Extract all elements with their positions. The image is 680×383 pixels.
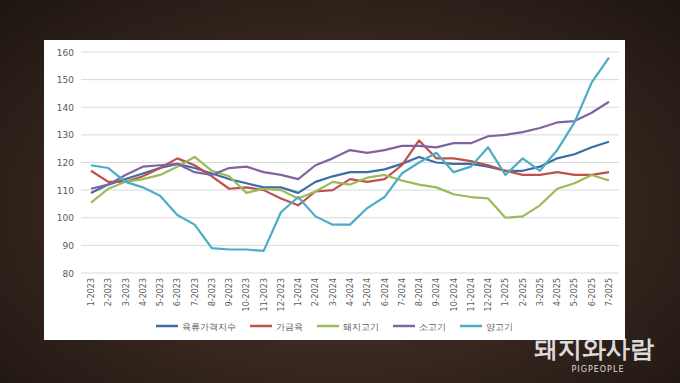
x-tick-label: 5-2024 xyxy=(363,278,372,306)
legend-swatch xyxy=(393,325,415,328)
watermark: 돼지와사람 xyxy=(534,335,654,363)
lines xyxy=(91,58,609,251)
x-tick-label: 7-2024 xyxy=(398,278,407,306)
legend-swatch xyxy=(156,325,178,328)
x-tick-label: 1-2023 xyxy=(87,278,96,306)
x-tick-label: 12-2023 xyxy=(277,278,286,311)
grid-line xyxy=(81,52,619,53)
y-tick-label: 160 xyxy=(57,48,74,58)
y-tick-label: 120 xyxy=(57,158,74,168)
x-tick-label: 3-2025 xyxy=(536,278,545,306)
grid-line xyxy=(81,273,619,274)
x-tick-label: 10-2024 xyxy=(450,278,459,311)
y-tick-label: 90 xyxy=(63,241,75,251)
x-tick-label: 12-2024 xyxy=(484,278,493,311)
legend-swatch xyxy=(317,325,339,328)
x-tick-label: 4-2025 xyxy=(553,278,562,306)
chart-panel xyxy=(44,40,625,340)
x-tick-label: 5-2023 xyxy=(156,278,165,306)
grid-line xyxy=(81,134,619,135)
x-tick-label: 3-2024 xyxy=(329,278,338,306)
y-tick-label: 80 xyxy=(63,269,75,279)
y-tick-label: 130 xyxy=(57,130,74,140)
x-tick-label: 6-2024 xyxy=(381,278,390,306)
x-tick-label: 6-2023 xyxy=(173,278,182,306)
legend-swatch xyxy=(250,325,272,328)
x-tick-label: 9-2024 xyxy=(432,278,441,306)
grid-line xyxy=(81,107,619,108)
x-tick-label: 4-2023 xyxy=(139,278,148,306)
x-tick-label: 3-2023 xyxy=(122,278,131,306)
x-tick-label: 9-2023 xyxy=(225,278,234,306)
x-tick-label: 10-2023 xyxy=(242,278,251,311)
x-tick-label: 11-2023 xyxy=(260,278,269,311)
y-tick-label: 140 xyxy=(57,103,74,113)
watermark-sub: PIGPEOPLE xyxy=(572,365,625,374)
grid-line xyxy=(81,190,619,191)
series-line xyxy=(91,157,609,218)
y-tick-label: 100 xyxy=(57,213,74,223)
x-tick-label: 11-2024 xyxy=(467,278,476,311)
y-tick-label: 150 xyxy=(57,75,74,85)
legend-swatch xyxy=(460,325,482,328)
x-tick-label: 8-2023 xyxy=(208,278,217,306)
x-tick-label: 6-2025 xyxy=(588,278,597,306)
legend-label: 가금육 xyxy=(276,322,303,332)
grid-line xyxy=(81,79,619,80)
x-tick-label: 2-2025 xyxy=(519,278,528,306)
legend-label: 돼지고기 xyxy=(343,322,379,332)
y-tick-label: 110 xyxy=(57,186,74,196)
x-tick-label: 7-2023 xyxy=(191,278,200,306)
x-tick-label: 5-2025 xyxy=(570,278,579,306)
x-tick-label: 1-2025 xyxy=(501,278,510,306)
legend-label: 양고기 xyxy=(486,322,513,332)
legend-label: 소고기 xyxy=(419,322,446,332)
grid-line xyxy=(81,217,619,218)
x-tick-label: 2-2023 xyxy=(104,278,113,306)
x-tick-label: 2-2024 xyxy=(311,278,320,306)
x-tick-label: 7-2025 xyxy=(605,278,614,306)
series-line xyxy=(91,102,609,189)
legend-label: 육류가격지수 xyxy=(182,322,236,332)
x-tick-label: 1-2024 xyxy=(294,278,303,306)
x-tick-label: 8-2024 xyxy=(415,278,424,306)
chart-root: 80 90 100 110 120 130 140 150 160 1-2023 2-2023 3-2… xyxy=(0,0,680,383)
series-line xyxy=(91,58,609,251)
grid-line xyxy=(81,162,619,163)
grid-line xyxy=(81,245,619,246)
x-tick-label: 4-2024 xyxy=(346,278,355,306)
legend: 육류가격지수 가금육 돼지고기 소고기 양고기 xyxy=(156,322,513,332)
